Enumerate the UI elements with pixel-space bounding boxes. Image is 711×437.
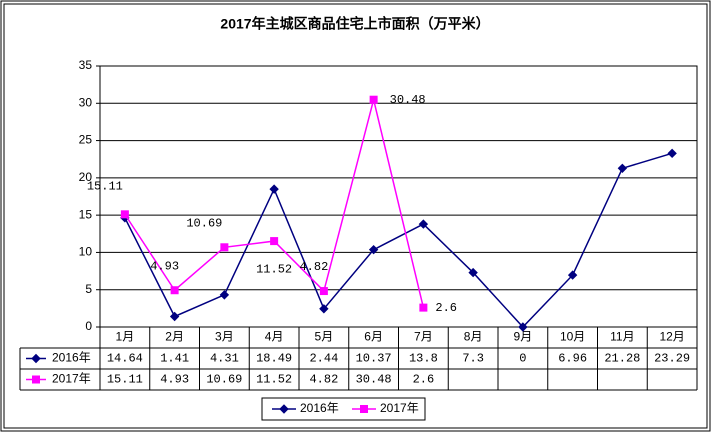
table-cell: 0: [519, 352, 526, 366]
series-line: [124, 152, 673, 329]
point: [169, 311, 180, 322]
table-cell: 21.28: [604, 352, 640, 366]
data-label: 4.82: [299, 260, 328, 274]
legend-label: 2016年: [300, 401, 339, 415]
data-label: 2.6: [435, 301, 457, 315]
table-key-marker: [32, 375, 40, 384]
x-tick-label: 2月: [165, 330, 184, 344]
point: [269, 184, 279, 194]
y-tick-label: 15: [79, 207, 93, 221]
point: [567, 270, 578, 280]
data-label: 15.11: [87, 179, 123, 193]
table-cell: 4.82: [309, 373, 338, 387]
legend-marker: [279, 404, 289, 414]
legend-label: 2017年: [380, 401, 419, 415]
y-tick-label: 10: [79, 245, 93, 259]
table-cell: 23.29: [654, 352, 690, 366]
x-tick-label: 7月: [414, 330, 433, 344]
point: [368, 244, 379, 255]
y-tick-label: 35: [79, 58, 93, 72]
chart-title: 2017年主城区商品住宅上市面积（万平米）: [220, 16, 489, 32]
inner-frame: [3, 3, 708, 429]
table-cell: 15.11: [107, 373, 143, 387]
x-tick-label: 10月: [560, 330, 585, 344]
table-cell: 10.37: [356, 352, 392, 366]
data-label: 10.69: [186, 216, 222, 230]
table-row-header: 2016年: [52, 351, 91, 365]
table-cell: 2.6: [413, 373, 435, 387]
point: [419, 303, 428, 312]
x-tick-label: 4月: [265, 330, 284, 344]
point: [617, 163, 628, 174]
x-tick-label: 11月: [610, 330, 634, 344]
table-cell: 4.93: [160, 373, 189, 387]
table-cell: 18.49: [256, 352, 292, 366]
point: [369, 95, 378, 104]
y-tick-label: 25: [79, 133, 93, 147]
point: [120, 210, 129, 219]
point: [518, 322, 528, 332]
data-label: 30.48: [390, 93, 426, 107]
data-label: 4.93: [150, 259, 179, 273]
table-cell: 11.52: [256, 373, 292, 387]
table-cell: 7.3: [462, 352, 484, 366]
table-cell: 30.48: [356, 373, 392, 387]
table-cell: 14.64: [107, 352, 143, 366]
point: [270, 237, 279, 246]
point: [468, 267, 478, 278]
table-cell: 1.41: [160, 352, 189, 366]
legend-box: [261, 397, 426, 421]
y-tick-label: 20: [79, 170, 93, 184]
table-cell: 10.69: [206, 373, 242, 387]
table-cell: 13.8: [409, 352, 438, 366]
point: [220, 243, 229, 252]
x-tick-label: 3月: [215, 330, 234, 344]
legend-marker: [360, 405, 368, 413]
point: [418, 219, 429, 229]
data-label: 11.52: [256, 262, 292, 276]
table-cell: 2.44: [309, 352, 338, 366]
table-cell: 6.96: [558, 352, 587, 366]
y-tick-label: 30: [79, 95, 93, 109]
table-key-marker: [31, 353, 41, 364]
x-tick-label: 1月: [116, 330, 135, 344]
x-tick-label: 12月: [659, 330, 684, 344]
y-tick-label: 0: [85, 319, 92, 333]
y-tick-label: 5: [85, 282, 92, 296]
x-tick-label: 6月: [364, 330, 383, 344]
point: [319, 287, 328, 296]
point: [219, 290, 230, 300]
x-tick-label: 9月: [514, 330, 533, 344]
table-row-header: 2017年: [52, 372, 91, 386]
point: [170, 286, 179, 295]
table-cell: 4.31: [210, 352, 239, 366]
point: [667, 148, 677, 159]
x-tick-label: 8月: [464, 330, 483, 344]
x-tick-label: 5月: [315, 330, 334, 344]
point: [319, 304, 329, 314]
